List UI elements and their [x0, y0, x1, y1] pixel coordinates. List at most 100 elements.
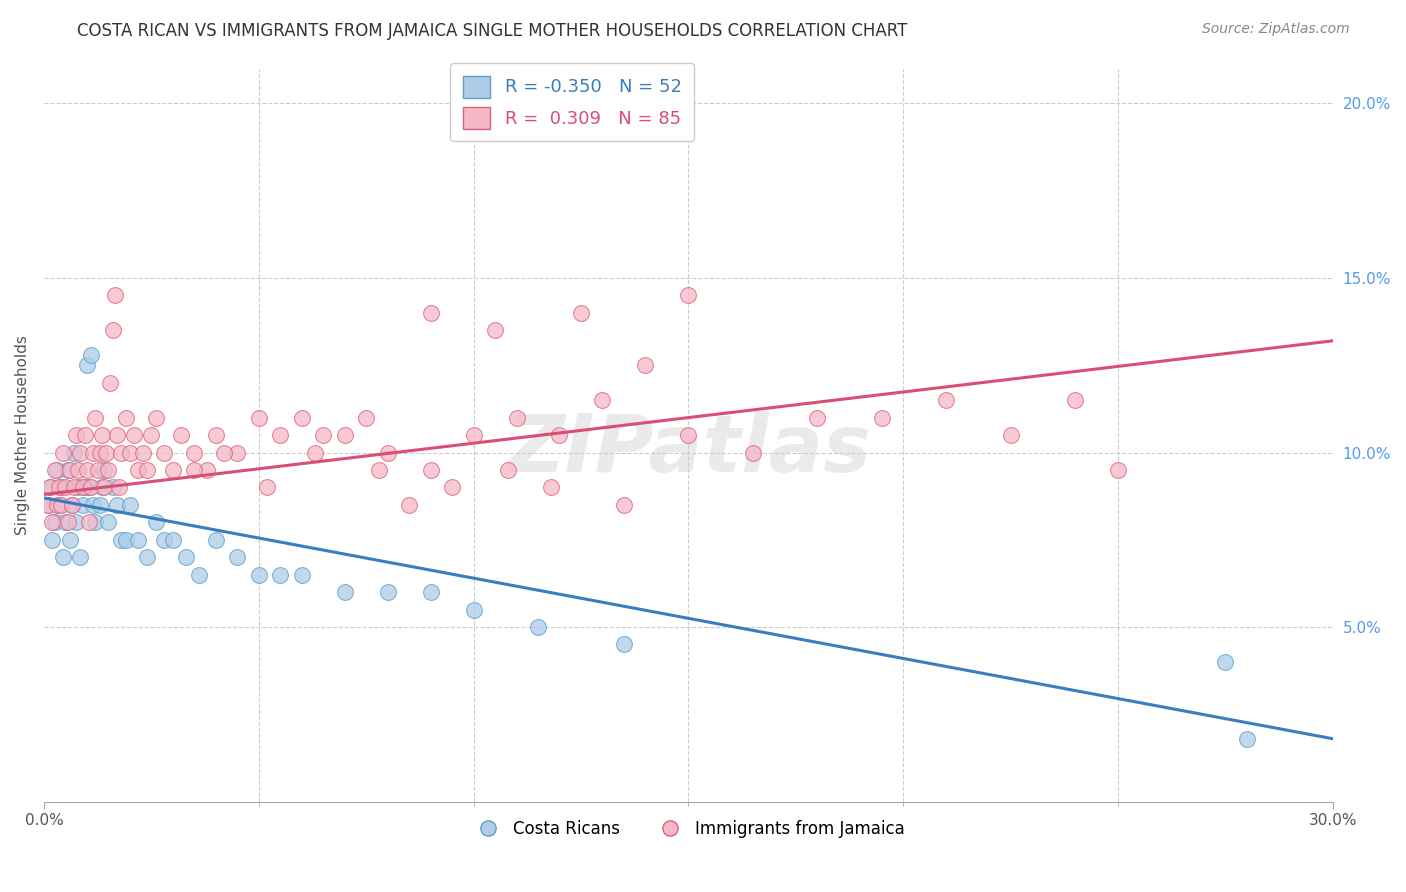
Point	[80, 348, 103, 362]
Point	[96, 445, 118, 459]
Point	[226, 550, 249, 565]
Point	[45, 498, 67, 512]
Point	[132, 445, 155, 459]
Point	[84, 516, 107, 530]
Point	[153, 533, 176, 547]
Point	[291, 410, 314, 425]
Point	[93, 480, 115, 494]
Point	[65, 428, 87, 442]
Point	[678, 428, 700, 442]
Point	[870, 410, 893, 425]
Point	[67, 480, 90, 494]
Point	[204, 533, 226, 547]
Point	[41, 533, 63, 547]
Point	[183, 445, 205, 459]
Point	[84, 410, 107, 425]
Point	[90, 428, 112, 442]
Point	[127, 533, 149, 547]
Point	[72, 498, 94, 512]
Point	[145, 516, 167, 530]
Point	[153, 445, 176, 459]
Point	[226, 445, 249, 459]
Point	[377, 585, 399, 599]
Point	[63, 480, 86, 494]
Point	[67, 463, 90, 477]
Point	[333, 428, 356, 442]
Point	[741, 445, 763, 459]
Point	[634, 358, 657, 372]
Point	[269, 567, 291, 582]
Point	[76, 358, 98, 372]
Point	[89, 445, 111, 459]
Point	[90, 480, 112, 494]
Point	[145, 410, 167, 425]
Point	[1064, 393, 1087, 408]
Point	[162, 533, 184, 547]
Point	[53, 516, 76, 530]
Point	[108, 480, 131, 494]
Point	[37, 498, 59, 512]
Point	[48, 480, 70, 494]
Point	[256, 480, 278, 494]
Point	[204, 428, 226, 442]
Point	[104, 288, 127, 302]
Point	[45, 463, 67, 477]
Point	[56, 516, 79, 530]
Point	[333, 585, 356, 599]
Point	[1236, 731, 1258, 746]
Point	[105, 498, 128, 512]
Point	[118, 498, 141, 512]
Text: ZIPatlas: ZIPatlas	[506, 410, 870, 489]
Point	[73, 428, 96, 442]
Point	[110, 533, 132, 547]
Point	[806, 410, 828, 425]
Point	[548, 428, 571, 442]
Point	[65, 516, 87, 530]
Point	[41, 516, 63, 530]
Point	[56, 463, 79, 477]
Text: COSTA RICAN VS IMMIGRANTS FROM JAMAICA SINGLE MOTHER HOUSEHOLDS CORRELATION CHAR: COSTA RICAN VS IMMIGRANTS FROM JAMAICA S…	[77, 22, 908, 40]
Point	[136, 463, 159, 477]
Point	[44, 463, 66, 477]
Point	[37, 498, 59, 512]
Point	[269, 428, 291, 442]
Point	[39, 480, 62, 494]
Point	[398, 498, 420, 512]
Point	[101, 480, 124, 494]
Point	[214, 445, 236, 459]
Point	[463, 602, 485, 616]
Point	[613, 638, 636, 652]
Point	[52, 445, 75, 459]
Point	[247, 410, 270, 425]
Point	[59, 533, 82, 547]
Point	[89, 498, 111, 512]
Point	[101, 323, 124, 337]
Point	[505, 410, 527, 425]
Point	[304, 445, 326, 459]
Point	[114, 410, 136, 425]
Point	[59, 463, 82, 477]
Point	[76, 463, 98, 477]
Point	[86, 463, 108, 477]
Point	[82, 498, 104, 512]
Point	[354, 410, 377, 425]
Point	[60, 498, 83, 512]
Point	[122, 428, 145, 442]
Point	[118, 445, 141, 459]
Point	[69, 550, 91, 565]
Point	[1000, 428, 1022, 442]
Point	[93, 463, 115, 477]
Point	[441, 480, 464, 494]
Point	[82, 445, 104, 459]
Text: Source: ZipAtlas.com: Source: ZipAtlas.com	[1202, 22, 1350, 37]
Point	[291, 567, 314, 582]
Point	[312, 428, 335, 442]
Point	[613, 498, 636, 512]
Point	[97, 463, 120, 477]
Point	[60, 498, 83, 512]
Point	[114, 533, 136, 547]
Point	[53, 480, 76, 494]
Point	[540, 480, 562, 494]
Point	[1215, 655, 1237, 669]
Point	[678, 288, 700, 302]
